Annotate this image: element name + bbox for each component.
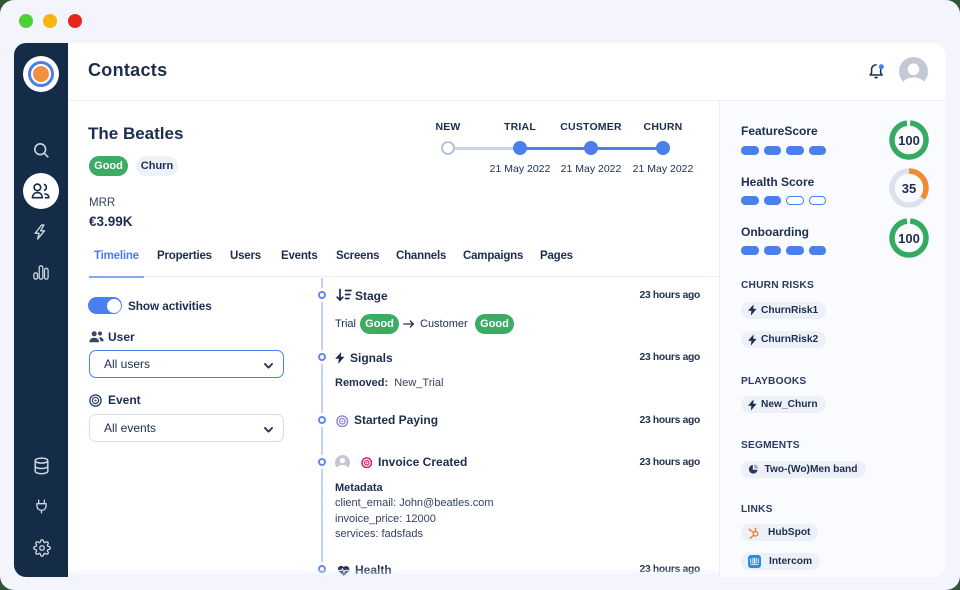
svg-text:35: 35: [902, 181, 916, 196]
svg-text:100: 100: [898, 133, 920, 148]
svg-text:100: 100: [898, 231, 920, 246]
